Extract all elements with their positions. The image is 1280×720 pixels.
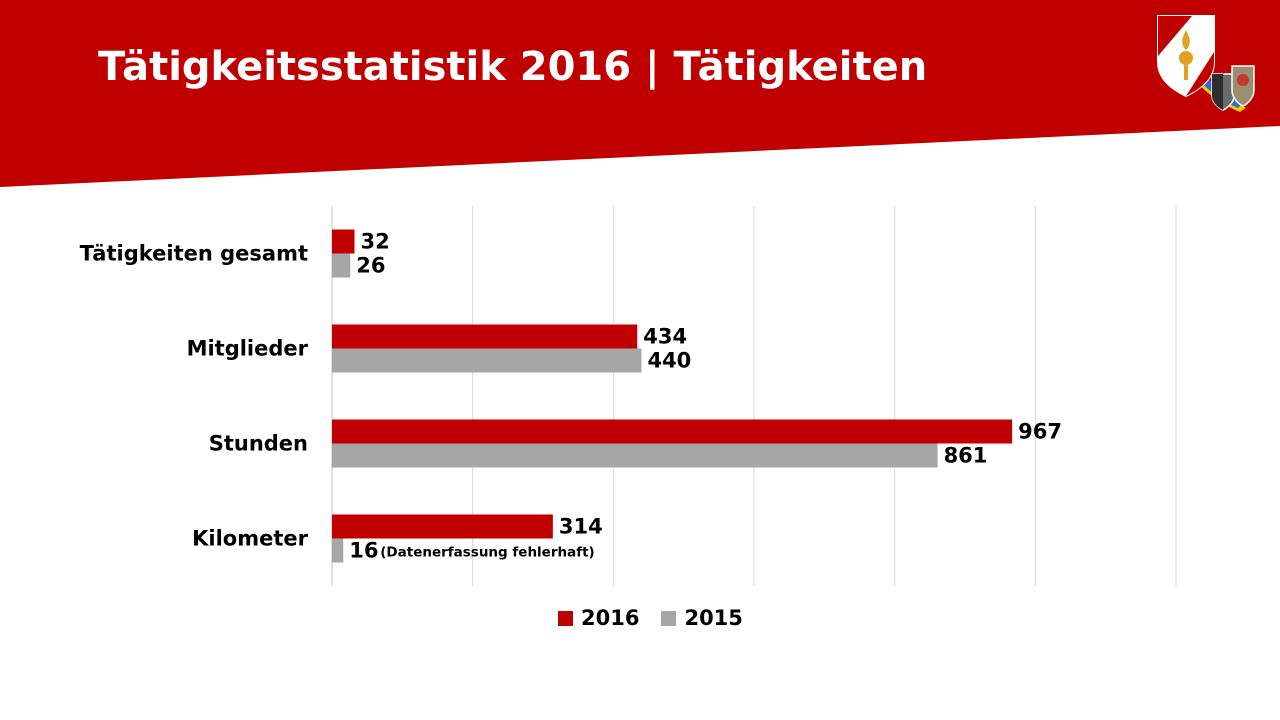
value-label-2015-1: 440 — [647, 349, 691, 373]
annotation-label: (Datenerfassung fehlerhaft) — [380, 545, 594, 561]
bar-2016-0 — [332, 229, 355, 254]
bar-2016-3 — [332, 514, 553, 539]
value-label-2015-3: 16 — [349, 539, 378, 563]
bar-2016-2 — [332, 419, 1013, 444]
bar-2016-1 — [332, 324, 638, 349]
fire-brigade-coat-of-arms-icon — [1157, 15, 1255, 112]
legend-label-2016: 2016 — [581, 606, 640, 630]
value-label-2016-2: 967 — [1018, 420, 1062, 444]
legend-swatch-2015 — [661, 610, 677, 626]
bar-2015-2 — [332, 443, 938, 468]
bar-2015-1 — [332, 348, 642, 373]
value-label-2016-1: 434 — [643, 325, 687, 349]
value-label-2016-0: 32 — [361, 230, 390, 254]
title-banner — [0, 0, 1280, 187]
banner-shape — [0, 0, 1280, 187]
category-label: Kilometer — [192, 527, 309, 551]
category-label: Tätigkeiten gesamt — [80, 242, 308, 266]
value-label-2016-3: 314 — [559, 515, 603, 539]
category-label: Mitglieder — [187, 337, 309, 361]
chart-legend: 2016 2015 — [558, 606, 765, 630]
page-title: Tätigkeitsstatistik 2016 | Tätigkeiten — [98, 44, 928, 90]
value-label-2015-0: 26 — [356, 254, 385, 278]
value-label-2015-2: 861 — [944, 444, 988, 468]
bar-2015-0 — [332, 253, 351, 278]
legend-swatch-2016 — [558, 610, 573, 626]
legend-item-2015: 2015 — [661, 606, 743, 630]
bar-2015-3 — [332, 538, 344, 563]
legend-label-2015: 2015 — [684, 606, 743, 630]
category-label: Stunden — [209, 432, 308, 456]
legend-item-2016: 2016 — [558, 606, 639, 630]
